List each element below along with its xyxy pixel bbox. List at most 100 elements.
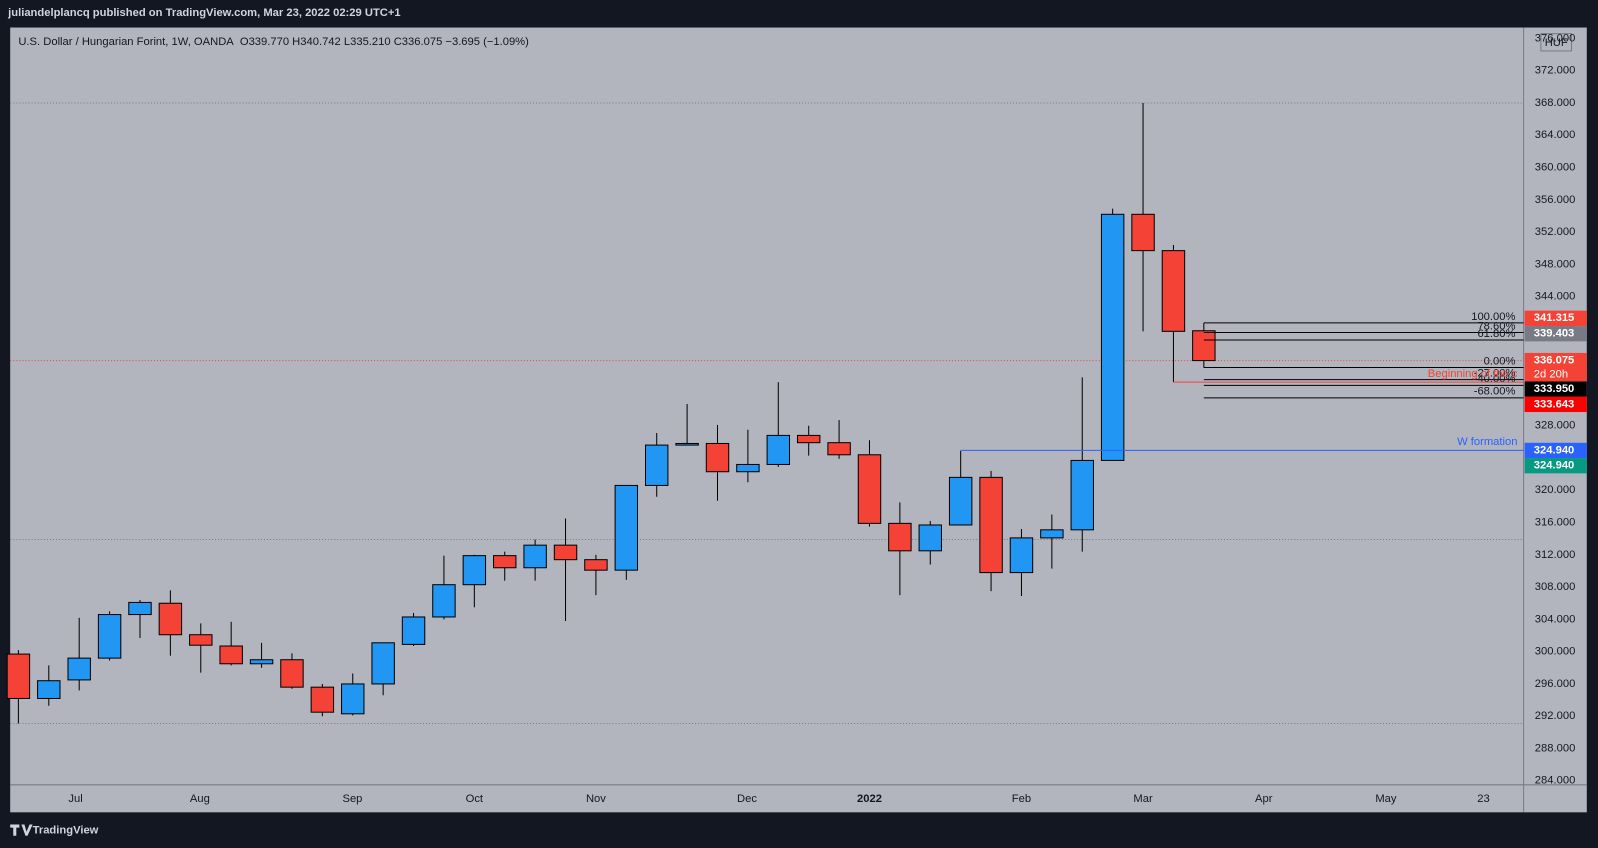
candle-body bbox=[979, 476, 1003, 574]
price-label: 333.950 bbox=[1534, 383, 1574, 395]
x-tick-label: 23 bbox=[1477, 793, 1489, 805]
y-tick-label: 368.000 bbox=[1535, 97, 1575, 109]
fib-label: 0.00% bbox=[1484, 355, 1516, 367]
candle-body bbox=[553, 544, 578, 561]
candle-body bbox=[766, 434, 791, 465]
y-tick-label: 328.000 bbox=[1535, 420, 1575, 432]
fib-label: 61.80% bbox=[1477, 328, 1515, 340]
price-label-box bbox=[1524, 381, 1587, 397]
candle-body bbox=[1100, 213, 1125, 461]
y-tick-label: 284.000 bbox=[1535, 775, 1575, 787]
candle-body bbox=[67, 657, 91, 681]
symbol-title: U.S. Dollar / Hungarian Forint, 1W, OAND… bbox=[18, 36, 234, 48]
annotation-label: W formation bbox=[1457, 436, 1517, 448]
candle-body bbox=[1131, 213, 1155, 252]
y-tick-label: 348.000 bbox=[1535, 258, 1575, 270]
candle-body bbox=[888, 522, 912, 552]
x-tick-label: Dec bbox=[737, 793, 757, 805]
y-tick-label: 372.000 bbox=[1535, 65, 1575, 77]
y-tick-label: 352.000 bbox=[1535, 226, 1575, 238]
price-label-box bbox=[1524, 326, 1587, 342]
candle-body bbox=[401, 616, 426, 645]
price-label: 324.940 bbox=[1534, 460, 1574, 472]
candle-body bbox=[432, 584, 456, 618]
brand: TradingView bbox=[33, 825, 99, 837]
candle-body bbox=[948, 476, 973, 526]
x-tick-label: Sep bbox=[342, 793, 362, 805]
candle-body bbox=[189, 634, 213, 646]
y-tick-label: 296.000 bbox=[1535, 678, 1575, 690]
candle-body bbox=[158, 602, 183, 636]
price-label-box bbox=[1524, 458, 1587, 474]
x-tick-label: 2022 bbox=[857, 793, 882, 805]
candle-body bbox=[310, 686, 335, 713]
y-tick-label: 292.000 bbox=[1535, 710, 1575, 722]
fib-label: -68.00% bbox=[1474, 386, 1516, 398]
candle-body bbox=[6, 653, 31, 699]
candle-body bbox=[371, 642, 395, 685]
price-label: 341.315 bbox=[1534, 312, 1574, 324]
candle-body bbox=[37, 680, 61, 699]
price-label-box bbox=[1524, 310, 1587, 326]
x-tick-label: Nov bbox=[586, 793, 606, 805]
candle-body bbox=[736, 463, 760, 473]
candle-body bbox=[614, 484, 639, 571]
y-tick-label: 300.000 bbox=[1535, 646, 1575, 658]
candle-body bbox=[584, 559, 608, 571]
price-label: 333.643 bbox=[1534, 398, 1574, 410]
y-tick-label: 320.000 bbox=[1535, 484, 1575, 496]
candle-body bbox=[128, 601, 152, 616]
price-label-box bbox=[1524, 442, 1587, 459]
annotation-label: Beginning of the c bbox=[1428, 368, 1518, 380]
candle-body bbox=[1161, 250, 1186, 332]
x-tick-label: Aug bbox=[190, 793, 210, 805]
candle-body bbox=[97, 614, 122, 659]
x-tick-label: May bbox=[1375, 793, 1397, 805]
price-countdown: 2d 20h bbox=[1534, 368, 1568, 380]
price-label-box bbox=[1524, 396, 1587, 413]
candle-body bbox=[462, 555, 487, 586]
y-tick-label: 308.000 bbox=[1535, 581, 1575, 593]
candle-body bbox=[705, 442, 730, 473]
candle-body bbox=[1070, 459, 1094, 531]
plot-area bbox=[10, 27, 1587, 813]
candle-body bbox=[918, 524, 942, 552]
candle-body bbox=[341, 683, 365, 715]
x-tick-label: Mar bbox=[1133, 793, 1153, 805]
publisher: juliandelplancq published on TradingView… bbox=[7, 7, 401, 19]
candle-body bbox=[219, 645, 243, 665]
fib-label: 100.00% bbox=[1471, 311, 1515, 323]
y-tick-label: 304.000 bbox=[1535, 613, 1575, 625]
price-label: 324.940 bbox=[1534, 444, 1574, 456]
y-tick-label: 316.000 bbox=[1535, 517, 1575, 529]
x-tick-label: Feb bbox=[1012, 793, 1031, 805]
candle-body bbox=[1192, 330, 1216, 362]
candle-body bbox=[675, 442, 699, 446]
y-tick-label: 364.000 bbox=[1535, 129, 1575, 141]
candle-body bbox=[493, 555, 517, 569]
candle-body bbox=[1040, 529, 1064, 539]
price-label: 336.075 bbox=[1534, 355, 1574, 367]
price-label-box bbox=[1524, 352, 1587, 382]
y-tick-label: 312.000 bbox=[1535, 549, 1575, 561]
candle-body bbox=[796, 434, 821, 444]
candle-body bbox=[827, 442, 851, 456]
currency-box[interactable] bbox=[1540, 33, 1573, 52]
y-tick-label: 288.000 bbox=[1535, 742, 1575, 754]
candle-body bbox=[857, 454, 882, 524]
brand-logo bbox=[10, 824, 33, 836]
x-tick-label: Oct bbox=[466, 793, 484, 805]
y-tick-label: 344.000 bbox=[1535, 291, 1575, 303]
candle-body bbox=[249, 659, 274, 665]
candle-body bbox=[523, 544, 547, 569]
y-tick-label: 356.000 bbox=[1535, 194, 1575, 206]
candle-body bbox=[1009, 537, 1034, 574]
currency: HUF bbox=[1545, 37, 1568, 49]
x-tick-label: Apr bbox=[1255, 793, 1273, 805]
ohlc-legend: O339.770 H340.742 L335.210 C336.075 −3.6… bbox=[240, 36, 529, 48]
price-label: 339.403 bbox=[1534, 328, 1574, 340]
candle-body bbox=[280, 659, 304, 688]
candle-body bbox=[644, 444, 669, 486]
